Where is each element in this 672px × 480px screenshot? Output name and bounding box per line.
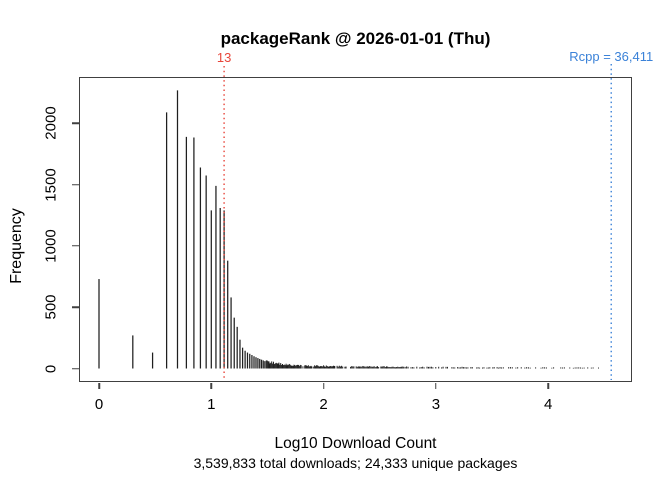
y-axis-tick: [72, 183, 79, 186]
x-axis-tick: [547, 383, 549, 389]
y-axis-tick-label: 500: [42, 294, 60, 320]
x-axis-title: Log10 Download Count: [274, 435, 437, 452]
threshold-label: 13: [216, 50, 232, 65]
y-axis-tick: [72, 122, 79, 125]
x-axis-tick-label: 4: [544, 396, 553, 413]
x-axis-tick-label: 3: [431, 396, 441, 413]
chart-subtitle: 3,539,833 total downloads; 24,333 unique…: [193, 455, 518, 471]
chart-title: packageRank @ 2026-01-01 (Thu): [220, 29, 491, 48]
y-axis-tick-label: 1000: [42, 229, 60, 263]
y-axis-tick-label: 0: [42, 364, 60, 373]
plot-area: [79, 77, 632, 382]
y-axis-tick-label: 2000: [42, 106, 60, 141]
x-axis-tick: [435, 383, 437, 389]
y-axis-tick: [72, 367, 79, 370]
x-axis-tick: [322, 383, 325, 389]
x-axis-tick: [210, 383, 213, 389]
y-axis-tick: [72, 245, 79, 247]
y-axis-tick: [72, 306, 79, 308]
x-axis-tick: [98, 383, 100, 389]
x-axis-tick-label: 2: [319, 396, 328, 413]
x-axis-tick-label: 0: [94, 396, 104, 413]
x-axis-tick-label: 1: [207, 396, 216, 413]
rcpp-max-label: Rcpp = 36,411: [569, 49, 654, 64]
y-axis-tick-label: 1500: [42, 168, 60, 202]
y-axis-title: Frequency: [8, 208, 25, 284]
